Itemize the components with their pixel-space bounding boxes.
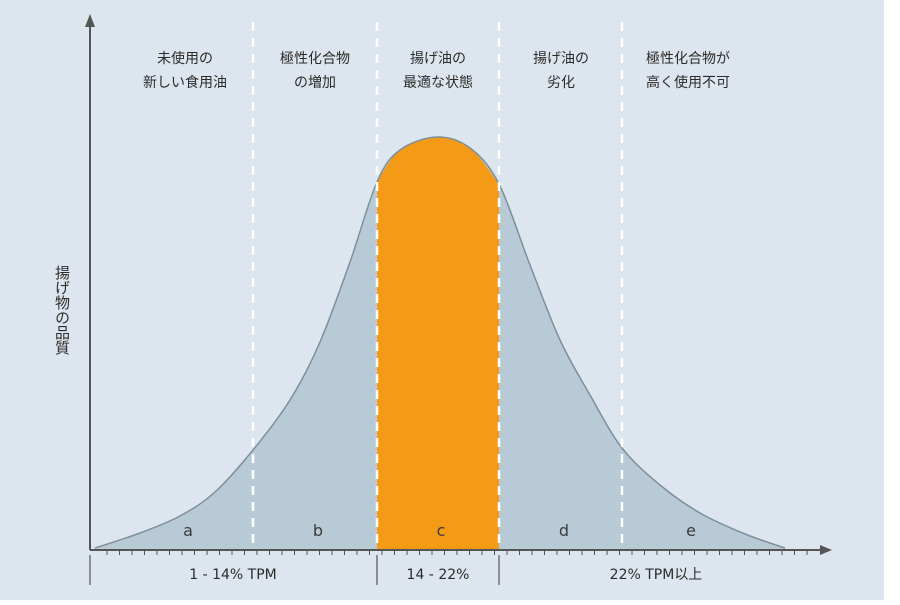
zone-e-label-line-2: 高く使用不可 — [646, 74, 730, 91]
optimal-zone-highlight — [377, 136, 499, 550]
zone-d-label-line-1: 揚げ油の — [533, 50, 589, 67]
y-axis-arrow — [85, 14, 95, 27]
zone-letters: a b c d e — [183, 521, 696, 540]
zone-a-label-line-1: 未使用の — [157, 50, 213, 67]
range-label-2: 14 - 22% — [407, 567, 470, 583]
zone-letter-d: d — [559, 521, 569, 540]
x-axis-arrow — [820, 545, 832, 555]
zone-letter-e: e — [686, 521, 696, 540]
zone-b-label-line-1: 極性化合物 — [280, 51, 350, 67]
zone-letter-b: b — [313, 521, 323, 540]
zone-letter-c: c — [437, 521, 446, 540]
zone-a-label-line-2: 新しい食用油 — [143, 74, 227, 91]
zone-e-label-line-1: 極性化合物が — [646, 51, 730, 67]
zone-d-label-line-2: 劣化 — [547, 75, 575, 91]
zone-c-label-line-2: 最適な状態 — [403, 74, 473, 91]
range-separators — [89, 555, 500, 585]
zone-c-label-line-1: 揚げ油の — [410, 50, 466, 67]
range-label-3: 22% TPM以上 — [610, 567, 703, 583]
range-label-1: 1 - 14% TPM — [189, 567, 277, 583]
x-axis-ticks — [106, 550, 808, 555]
zone-letter-a: a — [183, 521, 193, 540]
zone-dividers — [251, 22, 624, 550]
y-axis-label: 揚げ物の品質 — [53, 265, 71, 355]
range-labels: 1 - 14% TPM 14 - 22% 22% TPM以上 — [189, 567, 702, 583]
zone-b-label-line-2: の増加 — [294, 75, 336, 91]
quality-curve-line — [94, 136, 786, 549]
